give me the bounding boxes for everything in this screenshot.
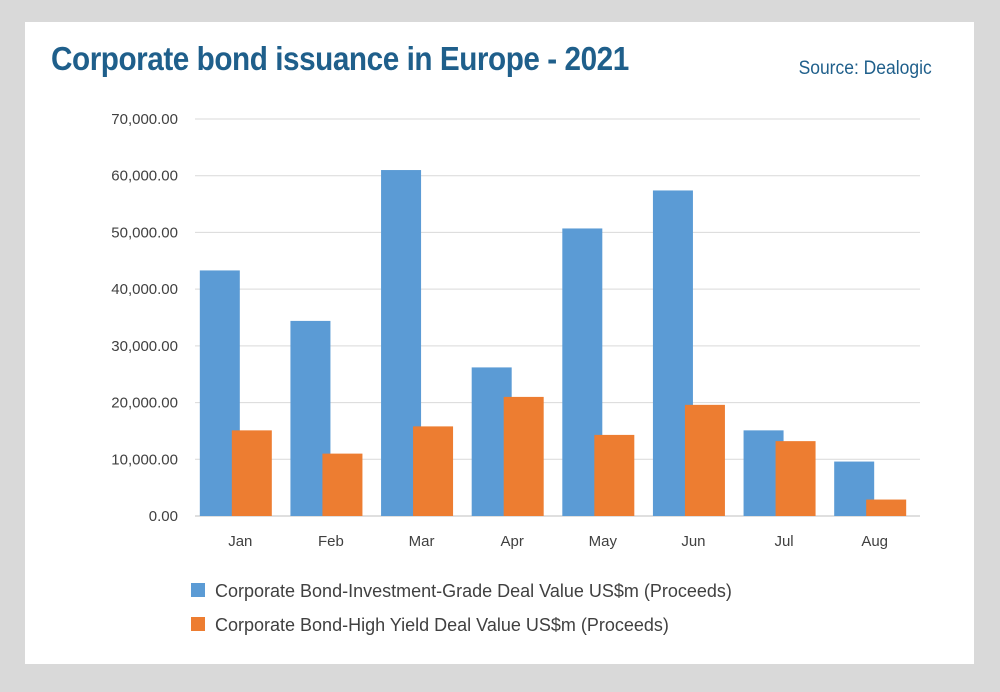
bar-high-yield-jul (775, 441, 816, 516)
x-tick-label: May (589, 533, 618, 550)
chart-title: Corporate bond issuance in Europe - 2021 (51, 40, 629, 77)
y-tick-label: 0.00 (149, 508, 178, 525)
bar-high-yield-aug (866, 499, 907, 516)
legend-label: Corporate Bond-Investment-Grade Deal Val… (215, 581, 732, 601)
y-tick-label: 40,000.00 (111, 281, 178, 298)
legend-swatch (191, 617, 205, 631)
bars (199, 170, 907, 517)
x-axis-ticks: Jan Feb Mar Apr May Jun Jul Aug (228, 533, 888, 550)
y-axis-ticks: 0.00 10,000.00 20,000.00 30,000.00 40,000.00… (111, 111, 178, 525)
bar-high-yield-jun (684, 404, 725, 516)
legend-swatch (191, 583, 205, 597)
x-tick-label: Feb (318, 533, 344, 550)
chart-source: Source: Dealogic (798, 58, 932, 79)
x-tick-label: Jan (228, 533, 252, 550)
x-tick-label: Aug (861, 533, 888, 550)
x-tick-label: Apr (501, 533, 524, 550)
legend: Corporate Bond-Investment-Grade Deal Val… (191, 581, 732, 635)
y-tick-label: 70,000.00 (111, 111, 178, 128)
legend-label: Corporate Bond-High Yield Deal Value US$… (215, 615, 669, 635)
y-tick-label: 10,000.00 (111, 451, 178, 468)
y-tick-label: 60,000.00 (111, 168, 178, 185)
x-tick-label: Mar (409, 533, 435, 550)
y-tick-label: 20,000.00 (111, 395, 178, 412)
bar-high-yield-feb (322, 453, 363, 516)
bar-chart: 0.00 10,000.00 20,000.00 30,000.00 40,000.00… (111, 111, 920, 635)
bar-high-yield-may (594, 434, 635, 516)
chart-card: Corporate bond issuance in Europe - 2021… (25, 22, 974, 664)
bar-high-yield-mar (413, 426, 454, 516)
bar-high-yield-jan (231, 430, 272, 516)
y-tick-label: 50,000.00 (111, 224, 178, 241)
x-tick-label: Jun (681, 533, 705, 550)
y-tick-label: 30,000.00 (111, 338, 178, 355)
bar-high-yield-apr (503, 396, 544, 516)
x-tick-label: Jul (774, 533, 793, 550)
